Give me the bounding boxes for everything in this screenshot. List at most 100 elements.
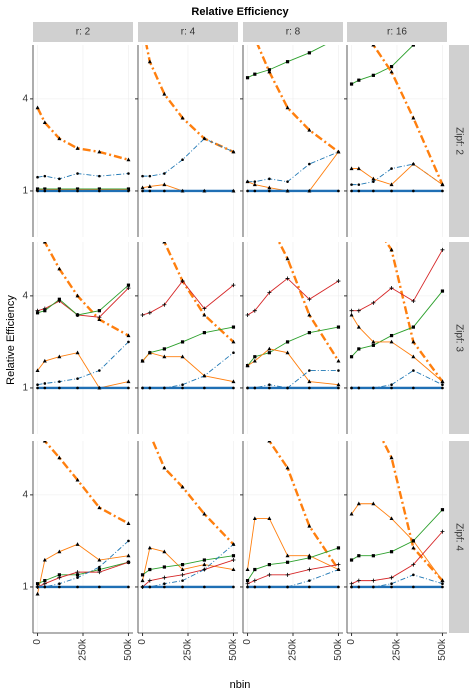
series-line [145,45,234,154]
point [76,585,79,589]
point [58,386,61,390]
point [411,545,416,550]
point [180,115,185,120]
x-tick-label: 0 [137,639,148,645]
point [42,242,47,244]
series-line [151,441,235,546]
point [372,386,375,390]
point [180,279,185,284]
point [389,247,394,252]
column-strip [138,22,238,42]
point [349,558,354,562]
point [268,177,271,181]
point [389,333,394,338]
point [390,167,393,170]
point [411,539,415,543]
point [202,511,207,516]
point [267,572,272,577]
point [127,172,130,175]
point [203,374,206,378]
column-strip-label: r: 16 [387,27,407,38]
point [97,149,102,154]
point [356,166,361,171]
y-tick-label: 1 [22,186,28,197]
point [245,363,250,368]
point [286,386,289,390]
point [412,585,415,589]
panel-marks [349,242,445,390]
point [75,570,80,575]
panel-marks [349,441,445,589]
point [75,477,80,482]
series-line [37,561,129,588]
point [336,358,341,363]
series-line [256,45,340,153]
point [126,157,131,162]
point [308,585,311,589]
point [148,567,152,572]
column-strip [347,22,447,42]
x-tick-label: 500k [437,638,448,661]
point [357,13,361,17]
point [127,386,130,390]
point [126,333,131,338]
point [253,355,257,359]
point [357,347,361,351]
point [232,543,235,546]
point [97,505,102,510]
point [76,386,79,390]
point [98,386,101,390]
point [357,189,361,193]
point [349,82,354,86]
y-tick-label: 4 [22,94,28,105]
x-tick-label: 250k [288,638,299,661]
series-line [36,107,129,161]
point [180,572,185,577]
point [35,105,40,110]
point [75,313,80,317]
point [440,379,445,384]
point [411,299,416,304]
series-line [142,138,234,177]
panel-marks [140,242,236,390]
point [285,60,290,64]
point [252,578,257,583]
point [35,582,40,586]
x-tick-label: 0 [32,639,43,645]
point [57,136,62,141]
point [57,549,62,554]
point [43,382,47,385]
point [307,127,312,132]
point [357,183,361,186]
panel-marks [140,45,236,193]
point [57,266,62,271]
point [389,516,394,521]
point [356,324,361,329]
series-line [142,543,234,588]
point [75,542,80,546]
point [36,386,39,390]
point [202,331,206,335]
point [356,501,361,506]
point [337,386,340,390]
point [285,276,290,281]
point [43,579,47,583]
point [411,562,416,567]
point [441,383,444,387]
series-line [277,242,340,362]
series-line [37,543,129,595]
point [390,582,393,586]
point [412,369,415,372]
x-tick-label: 250k [392,638,403,661]
point [308,162,311,166]
point [232,386,235,390]
panel-marks [35,105,131,193]
point [181,158,184,162]
point [58,189,61,193]
series-line [37,540,129,588]
point [246,386,249,390]
y-tick-label: 1 [22,383,28,394]
point [42,557,47,562]
point [390,189,393,193]
series-line [351,574,443,588]
